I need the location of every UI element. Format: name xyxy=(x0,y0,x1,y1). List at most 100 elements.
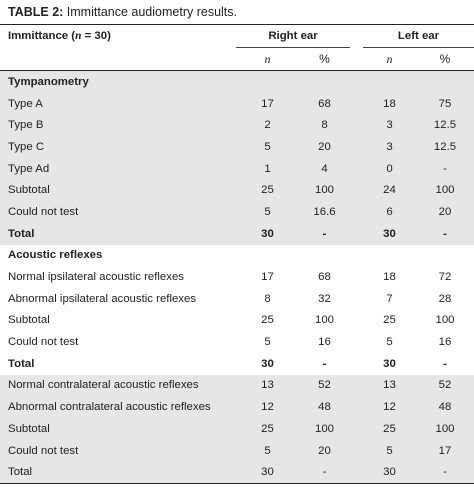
right-pct-header: % xyxy=(299,47,350,71)
left-pct-header: % xyxy=(416,47,474,71)
left-n-cell: 6 xyxy=(363,201,416,223)
right-n-cell: 30 xyxy=(236,461,299,485)
left-n-cell: 5 xyxy=(386,336,393,349)
section-title-row: Tympanometry xyxy=(0,70,474,93)
left-pct-cell: - xyxy=(416,157,474,180)
header-row: Immittance (n = 30) Right ear Left ear xyxy=(0,25,474,48)
left-pct-cell: - xyxy=(416,461,474,485)
row-label: Subtotal xyxy=(0,418,236,440)
right-pct-cell: 48 xyxy=(299,396,350,418)
right-pct-cell: 8 xyxy=(299,114,350,137)
left-pct-cell: 52 xyxy=(416,374,474,397)
table-row: Total 30-30- xyxy=(0,222,474,245)
caption-title: Immittance audiometry results. xyxy=(63,5,237,19)
left-pct-cell: - xyxy=(416,222,474,245)
table-row: Type Ad 1 4 0- xyxy=(0,157,474,180)
left-pct-cell: 100 xyxy=(416,418,474,440)
right-n-cell: 25 xyxy=(236,179,299,202)
left-pct-cell: 100 xyxy=(416,179,474,202)
row-label: Type C xyxy=(0,136,236,158)
row-label: Total xyxy=(0,222,236,245)
left-pct-cell: 12.5 xyxy=(416,114,474,137)
left-n-cell: 30 xyxy=(363,222,416,245)
row-label: Subtotal xyxy=(8,314,50,327)
right-pct-cell: - xyxy=(322,357,327,370)
right-ear-header: Right ear xyxy=(236,25,350,48)
right-pct-cell: 20 xyxy=(299,439,350,462)
row-label: Type A xyxy=(0,92,236,115)
right-n-cell: 5 xyxy=(236,201,299,223)
right-n-cell: 13 xyxy=(236,374,299,397)
table-row: Type C 5 20 3 12.5 xyxy=(0,136,474,158)
right-n-cell: 2 xyxy=(236,114,299,137)
left-ear-header: Left ear xyxy=(363,25,474,48)
right-pct-cell: 4 xyxy=(299,157,350,180)
left-pct-cell: 16 xyxy=(438,336,452,349)
right-n-cell: 12 xyxy=(236,396,299,418)
left-pct-cell: - xyxy=(443,357,447,370)
right-pct-cell: 16.6 xyxy=(299,201,350,223)
right-n-cell: 1 xyxy=(236,157,299,180)
right-pct-cell: 68 xyxy=(318,271,331,284)
left-n-cell: 3 xyxy=(363,114,416,137)
right-pct-cell: - xyxy=(299,461,350,485)
left-pct-cell: 17 xyxy=(416,439,474,462)
right-n-cell: 5 xyxy=(236,136,299,158)
column-label: Immittance (n = 30) xyxy=(8,30,111,43)
section-title: Acoustic reflexes xyxy=(8,249,103,262)
left-pct-cell: 28 xyxy=(438,292,452,305)
left-n-cell: 30 xyxy=(383,357,396,370)
row-label: Normal ipsilateral acoustic reflexes xyxy=(8,271,184,284)
right-n-cell: 5 xyxy=(236,439,299,462)
table-row: Total 30-30- xyxy=(0,353,474,375)
left-pct-cell: 100 xyxy=(435,314,455,327)
left-pct-cell: 72 xyxy=(438,271,452,284)
left-n-header: n xyxy=(363,47,416,71)
row-label: Type B xyxy=(0,114,236,137)
left-n-cell: 18 xyxy=(383,271,396,284)
left-pct-cell: 48 xyxy=(416,396,474,418)
table-row: Subtotal 25 100 25 100 xyxy=(0,310,474,332)
right-pct-cell: 20 xyxy=(299,136,350,158)
table-row: Could not test 5 16 5 16 xyxy=(0,331,474,353)
row-label: Total xyxy=(0,461,236,485)
left-n-cell: 7 xyxy=(386,292,393,305)
right-n-cell: 8 xyxy=(264,292,271,305)
right-pct-cell: 16 xyxy=(318,336,331,349)
table-row: Abnormal contralateral acoustic reflexes… xyxy=(0,396,474,418)
left-n-cell: 25 xyxy=(383,314,396,327)
table-row: Total 30-30- xyxy=(0,461,474,485)
right-n-cell: 5 xyxy=(264,336,271,349)
table-row: Normal ipsilateral acoustic reflexes 17 68… xyxy=(0,266,474,288)
row-label: Total xyxy=(8,357,35,370)
left-n-cell: 30 xyxy=(363,461,416,485)
right-n-cell: 17 xyxy=(236,92,299,115)
caption-label: TABLE 2: xyxy=(8,5,64,19)
row-label: Type Ad xyxy=(0,157,236,180)
row-label: Abnormal contralateral acoustic reflexes xyxy=(0,396,236,418)
left-n-cell: 5 xyxy=(363,439,416,462)
right-pct-cell: 52 xyxy=(299,374,350,397)
right-pct-cell: 100 xyxy=(314,314,334,327)
table-row: Subtotal 25 100 24 100 xyxy=(0,179,474,202)
subheader-row: n % n % xyxy=(0,47,474,71)
section-title-row: Acoustic reflexes xyxy=(0,245,474,267)
left-n-cell: 12 xyxy=(363,396,416,418)
right-n-cell: 17 xyxy=(261,271,274,284)
left-n-cell: 24 xyxy=(363,179,416,202)
right-n-header: n xyxy=(236,47,299,71)
table-caption: TABLE 2: Immittance audiometry results. xyxy=(0,0,474,24)
table-row: Could not test 5 16.6 6 20 xyxy=(0,201,474,223)
right-n-cell: 25 xyxy=(261,314,274,327)
table-row: Abnormal ipsilateral acoustic reflexes 8 3… xyxy=(0,288,474,310)
section-title: Tympanometry xyxy=(0,70,474,93)
row-label: Abnormal ipsilateral acoustic reflexes xyxy=(8,292,197,305)
caption-rule xyxy=(0,24,474,25)
results-table: Immittance (n = 30) Right ear Left ear n… xyxy=(0,25,474,485)
table-row: Type B 2 8 3 12.5 xyxy=(0,114,474,137)
row-label: Could not test xyxy=(0,439,236,462)
left-pct-cell: 20 xyxy=(416,201,474,223)
left-n-cell: 18 xyxy=(363,92,416,115)
right-pct-cell: 32 xyxy=(318,292,331,305)
right-n-cell: 30 xyxy=(236,222,299,245)
